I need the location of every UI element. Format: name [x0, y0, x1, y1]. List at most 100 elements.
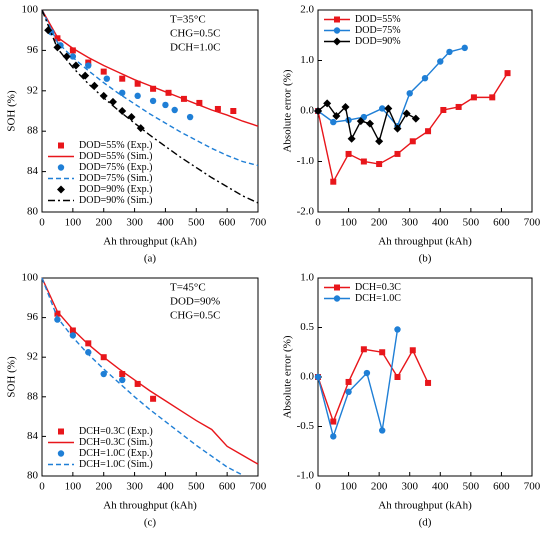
x-tick-label: 0 — [315, 481, 321, 493]
marker-square — [504, 70, 511, 77]
x-tick-label: 300 — [401, 217, 418, 229]
x-tick-label: 400 — [432, 217, 449, 229]
marker-circle — [333, 295, 341, 302]
marker-square — [425, 379, 432, 386]
marker-diamond — [365, 119, 374, 128]
marker-square — [379, 349, 386, 356]
marker-square — [150, 395, 157, 402]
legend-label: DCH=0.3C (Sim.) — [79, 437, 153, 448]
y-tick-label: 2.0 — [300, 4, 314, 16]
y-tick-label: 1.0 — [300, 54, 314, 66]
caption: (a) — [144, 253, 157, 265]
x-tick-label: 500 — [188, 481, 205, 493]
y-axis-label: SOH (%) — [6, 90, 18, 132]
marker-circle — [330, 118, 337, 126]
marker-diamond — [127, 113, 136, 122]
x-tick-label: 400 — [157, 481, 174, 493]
marker-circle — [85, 62, 92, 69]
x-tick-label: 700 — [250, 217, 267, 229]
series-line — [41, 9, 259, 204]
marker-diamond — [375, 137, 384, 146]
marker-diamond — [393, 124, 402, 133]
marker-diamond — [314, 107, 322, 115]
caption: (c) — [144, 517, 157, 529]
series-line — [317, 329, 399, 439]
marker-diamond — [402, 109, 411, 118]
marker-square — [440, 106, 447, 113]
annotation: T=45°C — [170, 282, 206, 294]
marker-circle — [363, 369, 371, 377]
x-tick-label: 700 — [250, 481, 267, 493]
marker-diamond — [118, 107, 127, 115]
marker-diamond — [332, 112, 341, 121]
y-tick-label: 100 — [22, 4, 39, 16]
plot-frame — [317, 9, 533, 213]
marker-circle — [421, 74, 429, 82]
annotation: DOD=90% — [170, 296, 220, 308]
plot-frame — [41, 9, 259, 213]
y-tick-label: 0.0 — [300, 105, 314, 117]
x-tick-label: 400 — [157, 217, 174, 229]
y-tick-label: 92 — [27, 84, 38, 96]
marker-square — [196, 99, 203, 106]
x-tick-label: 200 — [95, 217, 112, 229]
x-axis-label: Ah throughput (kAh) — [378, 500, 472, 512]
marker-diamond — [347, 134, 356, 143]
y-tick-label: 84 — [27, 430, 39, 442]
caption: (d) — [419, 517, 432, 529]
y-axis-label: Absolute error (%) — [282, 69, 294, 152]
plot-frame — [41, 277, 259, 477]
legend-label: DOD=55% (Sim.) — [79, 151, 152, 162]
x-axis-label: Ah throughput (kAh) — [378, 236, 472, 248]
marker-circle — [162, 101, 169, 109]
x-axis-label: Ah throughput (kAh) — [103, 500, 197, 512]
legend-label: DOD=55% — [355, 14, 401, 25]
y-tick-label: 80 — [27, 206, 39, 218]
x-tick-label: 300 — [126, 217, 143, 229]
marker-square — [58, 142, 64, 149]
y-axis-label: SOH (%) — [6, 356, 18, 398]
y-axis-label: Absolute error (%) — [282, 335, 294, 418]
y-tick-label: 88 — [27, 390, 39, 402]
y-tick-label: 96 — [27, 311, 39, 323]
marker-square — [360, 158, 367, 165]
x-tick-label: 600 — [493, 481, 510, 493]
y-tick-label: -0.5 — [297, 420, 315, 432]
series-line — [317, 348, 429, 424]
y-tick-label: 1.0 — [300, 272, 314, 284]
y-tick-label: 92 — [27, 351, 38, 363]
marker-square — [470, 94, 477, 101]
legend-label: DCH=1.0C — [355, 293, 401, 304]
x-tick-label: 100 — [340, 217, 357, 229]
legend-label: DOD=75% (Exp.) — [79, 162, 152, 173]
marker-circle — [119, 376, 126, 384]
marker-square — [409, 138, 416, 145]
marker-square — [214, 105, 221, 112]
marker-diamond — [99, 91, 108, 100]
marker-circle — [69, 332, 77, 339]
x-tick-label: 0 — [315, 217, 321, 229]
marker-circle — [379, 427, 386, 434]
annotation: CHG=0.5C — [170, 310, 221, 322]
legend-label: DCH=1.0C (Sim.) — [79, 459, 153, 470]
x-tick-label: 400 — [432, 481, 449, 493]
legend-label: DOD=55% (Exp.) — [79, 140, 152, 151]
marker-square — [119, 371, 126, 378]
marker-square — [100, 68, 107, 75]
marker-circle — [85, 349, 92, 356]
y-tick-label: 0.5 — [300, 321, 314, 333]
x-tick-label: 100 — [65, 481, 82, 493]
marker-square — [394, 374, 401, 380]
marker-square — [334, 16, 340, 23]
marker-circle — [149, 97, 157, 105]
marker-circle — [379, 105, 386, 112]
marker-square — [489, 94, 496, 101]
x-tick-label: 600 — [219, 481, 236, 493]
marker-diamond — [44, 26, 53, 35]
marker-circle — [100, 370, 107, 378]
marker-circle — [437, 58, 444, 65]
x-axis-label: Ah throughput (kAh) — [103, 236, 197, 248]
y-tick-label: 80 — [27, 470, 39, 482]
marker-square — [425, 128, 432, 135]
